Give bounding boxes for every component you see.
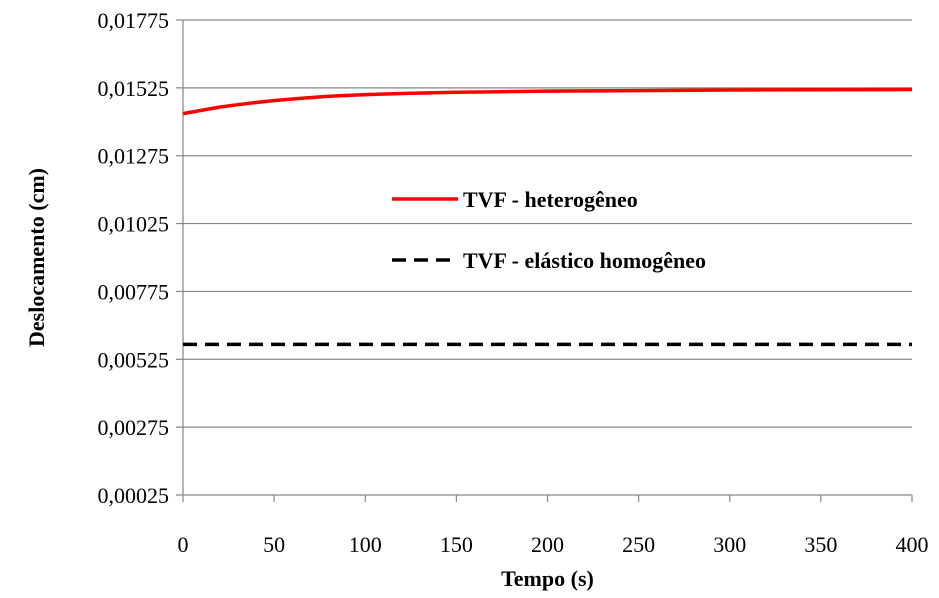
axes <box>176 19 913 502</box>
tick-labels: 0,00025 0,00275 0,00525 0,00775 0,01025 0,012… <box>98 8 929 557</box>
gridlines <box>183 19 912 428</box>
x-tick-label: 100 <box>349 532 382 557</box>
y-tick-label: 0,00525 <box>98 347 170 372</box>
x-tick-label: 0 <box>178 532 189 557</box>
legend-label-1: TVF - elástico homogêneo <box>463 248 706 273</box>
y-tick-label: 0,00775 <box>98 279 170 304</box>
y-tick-label: 0,01275 <box>98 144 170 169</box>
x-tick-label: 400 <box>896 532 929 557</box>
y-tick-label: 0,00275 <box>98 415 170 440</box>
y-axis-title: Deslocamento (cm) <box>24 168 49 347</box>
series-line-0 <box>182 87 913 116</box>
x-axis-title: Tempo (s) <box>501 566 594 591</box>
series-lines <box>182 87 913 347</box>
legend: TVF - heterogêneo TVF - elástico homogêne… <box>392 187 706 273</box>
y-tick-label: 0,00025 <box>98 483 170 508</box>
legend-label-0: TVF - heterogêneo <box>463 187 638 212</box>
y-tick-label: 0,01525 <box>98 76 170 101</box>
x-tick-label: 200 <box>531 532 564 557</box>
x-tick-label: 150 <box>440 532 473 557</box>
x-tick-label: 300 <box>713 532 746 557</box>
x-tick-label: 250 <box>622 532 655 557</box>
x-tick-label: 350 <box>804 532 837 557</box>
x-tick-label: 50 <box>263 532 285 557</box>
y-tick-label: 0,01775 <box>98 8 170 33</box>
y-tick-label: 0,01025 <box>98 212 170 237</box>
